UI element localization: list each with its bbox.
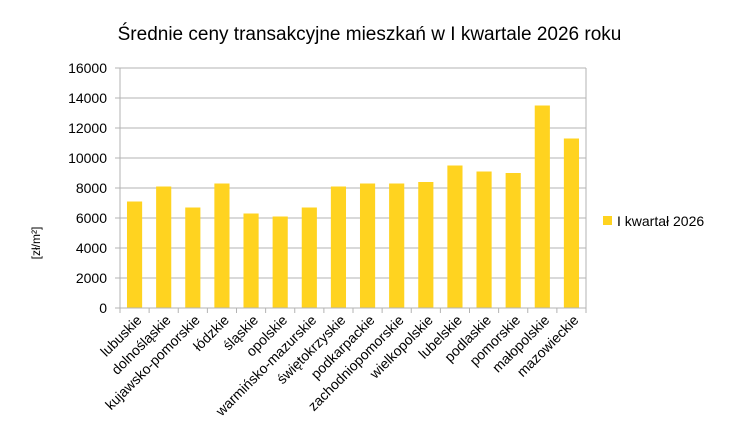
y-axis-label: [zł/m²]: [29, 227, 43, 260]
bar: [534, 105, 550, 308]
bar: [505, 173, 521, 308]
legend-swatch: [603, 216, 612, 225]
y-tick-label: 16000: [68, 60, 107, 76]
chart-title: Średnie ceny transakcyjne mieszkań w I k…: [117, 24, 622, 45]
bar: [418, 182, 434, 308]
y-tick-label: 12000: [68, 120, 107, 136]
bar: [272, 216, 288, 308]
y-tick-label: 6000: [76, 210, 107, 226]
bar: [330, 186, 347, 308]
y-tick-label: 14000: [68, 90, 107, 106]
bar: [389, 183, 405, 308]
bar: [563, 138, 580, 308]
legend-label: I kwartał 2026: [617, 213, 704, 229]
bar: [359, 183, 376, 308]
bar: [185, 207, 201, 308]
y-tick-label: 4000: [76, 240, 107, 256]
bar: [156, 186, 172, 308]
y-tick-label: 0: [99, 300, 107, 316]
bar: [126, 201, 143, 308]
y-tick-label: 10000: [68, 150, 107, 166]
bar: [214, 183, 230, 308]
bar: [447, 165, 463, 308]
bar: [476, 171, 492, 308]
y-tick-label: 8000: [76, 180, 107, 196]
bar: [301, 207, 317, 308]
bar: [243, 213, 259, 308]
y-tick-label: 2000: [76, 270, 107, 286]
